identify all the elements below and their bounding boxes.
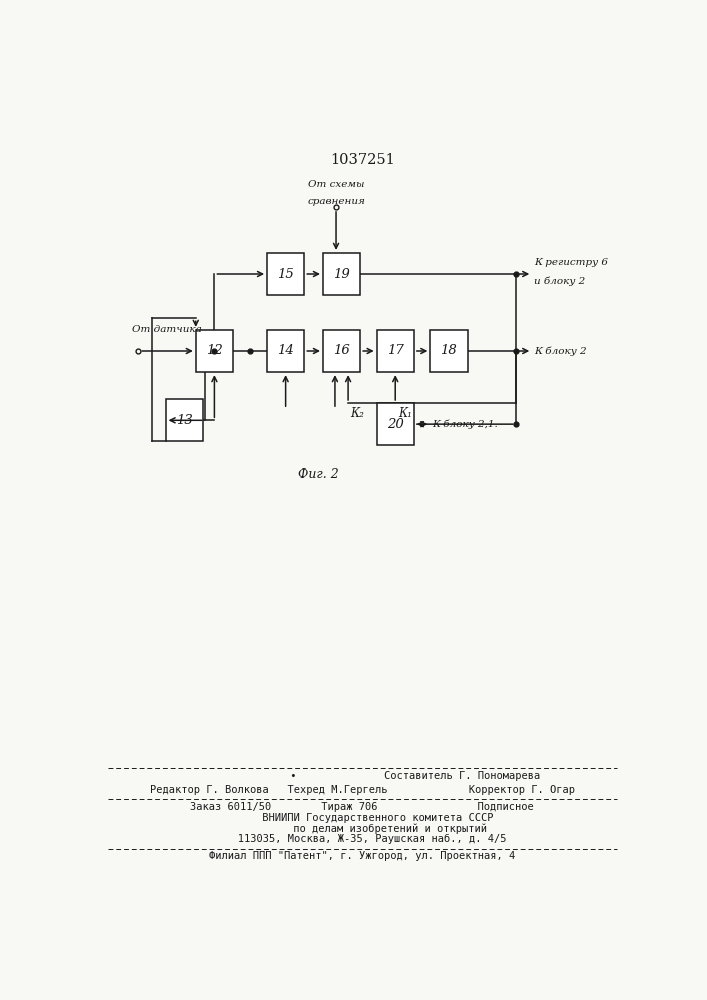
Bar	[377, 403, 414, 445]
Text: Фиг. 2: Фиг. 2	[298, 468, 339, 481]
Text: От датчика: От датчика	[132, 325, 202, 334]
Text: К₁: К₁	[398, 407, 412, 420]
Text: 14: 14	[277, 344, 294, 358]
Bar	[165, 399, 203, 441]
Bar	[196, 330, 233, 372]
Text: 18: 18	[440, 344, 457, 358]
Text: От схемы: От схемы	[308, 180, 364, 189]
Bar	[267, 330, 304, 372]
Text: Редактор Г. Волкова   Техред М.Гергель             Корректор Г. Огар: Редактор Г. Волкова Техред М.Гергель Кор…	[150, 785, 575, 795]
Bar	[323, 330, 360, 372]
Text: и блоку 2: и блоку 2	[534, 277, 585, 286]
Text: 15: 15	[277, 267, 294, 280]
Text: К блоку 2: К блоку 2	[534, 346, 587, 356]
Text: К₂: К₂	[350, 407, 363, 420]
Text: 113035, Москва, Ж-35, Раушская наб., д. 4/5: 113035, Москва, Ж-35, Раушская наб., д. …	[218, 834, 506, 844]
Bar	[431, 330, 467, 372]
Text: по делам изобретений и открытий: по делам изобретений и открытий	[238, 823, 487, 834]
Text: 19: 19	[333, 267, 350, 280]
Text: сравнения: сравнения	[307, 197, 365, 206]
Text: 1037251: 1037251	[330, 153, 395, 167]
Text: К блоку 2,1.: К блоку 2,1.	[432, 419, 498, 429]
Text: 20: 20	[387, 418, 404, 431]
Text: 16: 16	[333, 344, 350, 358]
Text: Заказ 6011/50        Тираж 706                Подписное: Заказ 6011/50 Тираж 706 Подписное	[190, 802, 534, 812]
Text: 17: 17	[387, 344, 404, 358]
Text: Филиал ППП "Патент", г. Ужгород, ул. Проектная, 4: Филиал ППП "Патент", г. Ужгород, ул. Про…	[209, 851, 515, 861]
Bar	[377, 330, 414, 372]
Text: 13: 13	[176, 414, 192, 427]
Text: •              Составитель Г. Пономарева: • Составитель Г. Пономарева	[185, 771, 540, 781]
Text: 12: 12	[206, 344, 223, 358]
Bar	[323, 253, 360, 295]
Bar	[267, 253, 304, 295]
Text: ВНИИПИ Государственного комитета СССР: ВНИИПИ Государственного комитета СССР	[231, 813, 493, 823]
Text: К регистру 6: К регистру 6	[534, 258, 608, 267]
